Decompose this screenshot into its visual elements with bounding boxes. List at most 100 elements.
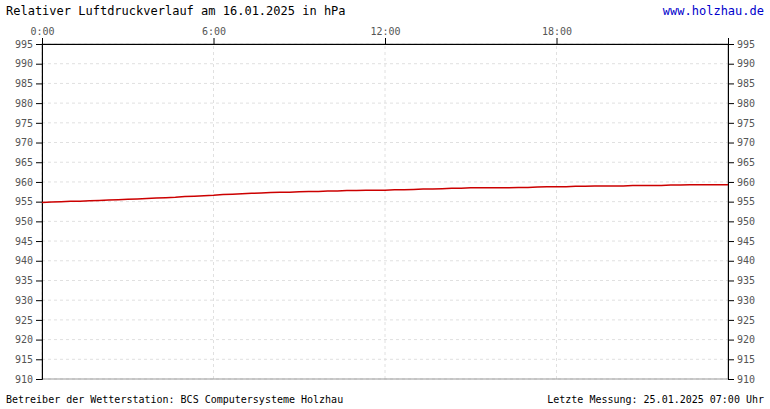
tick-mark xyxy=(36,64,42,65)
url-text: www.holzhau.de xyxy=(663,4,764,18)
tick: 18:00 xyxy=(542,26,572,44)
tick: 965 xyxy=(15,157,42,168)
tick-mark xyxy=(728,44,734,45)
axis-line xyxy=(729,45,735,380)
tick: 985 xyxy=(728,78,755,89)
tick-label: 970 xyxy=(15,137,33,148)
tick: 960 xyxy=(728,177,755,188)
tick-mark xyxy=(36,300,42,301)
tick-label: 980 xyxy=(737,98,755,109)
tick-label: 965 xyxy=(15,157,33,168)
tick-label: 995 xyxy=(737,39,755,50)
tick-mark xyxy=(728,359,734,360)
grid-line-y xyxy=(42,181,728,182)
tick-label: 925 xyxy=(737,315,755,326)
tick-label: 935 xyxy=(737,275,755,286)
tick: 965 xyxy=(728,157,755,168)
tick: 970 xyxy=(15,137,42,148)
tick-label: 6:00 xyxy=(202,26,226,37)
tick-label: 975 xyxy=(737,118,755,129)
tick-label: 930 xyxy=(15,295,33,306)
tick-label: 930 xyxy=(737,295,755,306)
tick-mark xyxy=(36,44,42,45)
tick-label: 945 xyxy=(15,236,33,247)
tick: 940 xyxy=(15,255,42,266)
tick: 980 xyxy=(728,98,755,109)
tick-mark xyxy=(728,103,734,104)
tick-label: 0:00 xyxy=(30,26,54,37)
tick: 940 xyxy=(728,255,755,266)
tick-mark xyxy=(728,221,734,222)
tick-label: 915 xyxy=(15,354,33,365)
tick-label: 960 xyxy=(15,177,33,188)
tick-label: 985 xyxy=(737,78,755,89)
tick: 910 xyxy=(15,374,42,385)
grid-line-y xyxy=(42,122,728,123)
axis-line xyxy=(36,45,43,380)
tick: 955 xyxy=(15,196,42,207)
tick-mark xyxy=(36,103,42,104)
tick-label: 925 xyxy=(15,315,33,326)
tick-mark xyxy=(728,300,734,301)
grid-line-y xyxy=(42,319,728,320)
tick-label: 18:00 xyxy=(542,26,572,37)
tick: 970 xyxy=(728,137,755,148)
tick: 945 xyxy=(15,236,42,247)
tick-mark xyxy=(36,143,42,144)
tick-mark xyxy=(728,162,734,163)
tick: 990 xyxy=(15,58,42,69)
tick-label: 920 xyxy=(737,334,755,345)
tick: 12:00 xyxy=(370,26,400,44)
tick-mark xyxy=(36,123,42,124)
tick-mark xyxy=(557,38,558,44)
tick-label: 970 xyxy=(737,137,755,148)
tick-label: 975 xyxy=(15,118,33,129)
plot-area xyxy=(42,185,728,203)
tick-label: 990 xyxy=(737,58,755,69)
tick-mark xyxy=(728,320,734,321)
tick-mark xyxy=(36,221,42,222)
tick-mark xyxy=(36,83,42,84)
grid-line-y xyxy=(42,339,728,340)
tick-mark xyxy=(728,64,734,65)
footer-left: Betreiber der Wetterstation: BCS Compute… xyxy=(6,394,343,405)
pressure-line xyxy=(42,185,728,203)
tick-mark xyxy=(36,182,42,183)
plot-frame xyxy=(42,44,728,379)
tick-mark xyxy=(385,38,386,44)
tick-label: 940 xyxy=(15,255,33,266)
grid-line-x xyxy=(385,44,386,379)
tick: 925 xyxy=(15,315,42,326)
tick: 950 xyxy=(728,216,755,227)
tick: 6:00 xyxy=(202,26,226,44)
tick-mark xyxy=(728,379,734,380)
tick-mark xyxy=(728,202,734,203)
y2-axis: 9109159209259309359409459509559609659709… xyxy=(728,39,755,385)
y-axis: 9109159209259309359409459509559609659709… xyxy=(15,39,43,385)
tick: 995 xyxy=(15,39,42,50)
tick: 980 xyxy=(15,98,42,109)
grid-line-y xyxy=(42,260,728,261)
tick-mark xyxy=(728,340,734,341)
tick: 935 xyxy=(15,275,42,286)
tick-label: 915 xyxy=(737,354,755,365)
tick: 920 xyxy=(728,334,755,345)
axis-line xyxy=(43,38,729,45)
tick-mark xyxy=(36,202,42,203)
tick-mark xyxy=(42,38,43,44)
tick-mark xyxy=(36,280,42,281)
tick: 990 xyxy=(728,58,755,69)
title: Relativer Luftdruckverlauf am 16.01.2025… xyxy=(6,4,346,18)
tick-mark xyxy=(728,123,734,124)
grid-line-y xyxy=(42,201,728,202)
tick: 915 xyxy=(15,354,42,365)
tick: 955 xyxy=(728,196,755,207)
tick: 930 xyxy=(15,295,42,306)
tick: 995 xyxy=(728,39,755,50)
tick: 935 xyxy=(728,275,755,286)
footer-right: Letzte Messung: 25.01.2025 07:00 Uhr xyxy=(547,394,764,405)
x-axis: 0:00 6:00 12:00 18:00 xyxy=(30,26,728,45)
tick: 975 xyxy=(728,118,755,129)
tick-mark xyxy=(36,340,42,341)
tick-label: 945 xyxy=(737,236,755,247)
